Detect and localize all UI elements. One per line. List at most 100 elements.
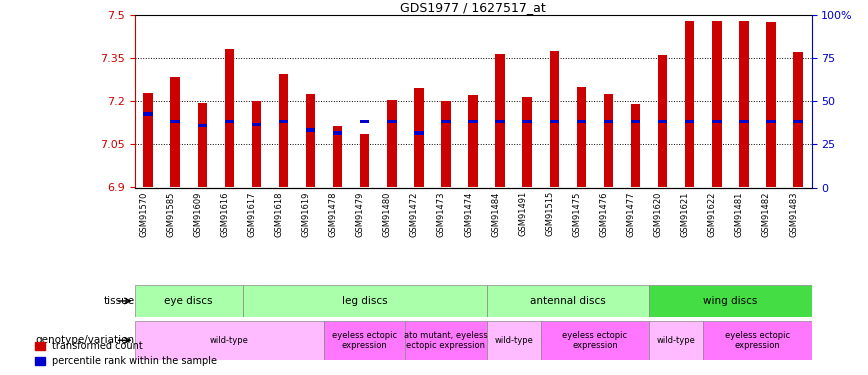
Bar [649, 285, 812, 317]
Bar [658, 120, 667, 123]
Bar [576, 120, 586, 123]
Bar [740, 120, 748, 123]
Text: GSM91622: GSM91622 [707, 191, 717, 237]
Text: tissue: tissue [103, 296, 135, 306]
Bar [333, 126, 342, 188]
Bar [703, 321, 812, 360]
Bar [487, 321, 541, 360]
Bar [360, 134, 370, 188]
Bar [766, 120, 776, 123]
Bar [252, 123, 261, 126]
Bar [712, 21, 721, 188]
Text: GSM91621: GSM91621 [681, 191, 690, 237]
Bar [604, 94, 613, 188]
Bar [658, 55, 667, 188]
Bar [496, 120, 505, 123]
Bar [333, 131, 342, 135]
Bar [306, 94, 315, 188]
Bar [631, 104, 641, 188]
Bar [387, 100, 397, 188]
Text: leg discs: leg discs [342, 296, 387, 306]
Bar [135, 321, 324, 360]
Bar [414, 131, 424, 135]
Bar [279, 74, 288, 188]
Bar [793, 53, 803, 188]
Text: GSM91476: GSM91476 [600, 191, 608, 237]
Bar [198, 124, 207, 128]
Text: GSM91609: GSM91609 [194, 191, 202, 237]
Bar [576, 87, 586, 188]
Text: GSM91619: GSM91619 [301, 191, 311, 237]
Text: GSM91477: GSM91477 [627, 191, 635, 237]
Title: GDS1977 / 1627517_at: GDS1977 / 1627517_at [400, 1, 546, 14]
Text: antennal discs: antennal discs [530, 296, 606, 306]
Bar [198, 103, 207, 188]
Text: GSM91475: GSM91475 [572, 191, 582, 237]
Text: GSM91620: GSM91620 [654, 191, 662, 237]
Bar [441, 120, 450, 123]
Bar [414, 88, 424, 188]
Text: GSM91491: GSM91491 [518, 191, 527, 237]
Bar [766, 22, 776, 188]
Bar [685, 120, 694, 123]
Bar [170, 77, 180, 188]
Bar [225, 120, 234, 123]
Text: GSM91570: GSM91570 [139, 191, 148, 237]
Bar [523, 120, 532, 123]
Text: GSM91484: GSM91484 [491, 191, 500, 237]
Text: wild-type: wild-type [210, 336, 249, 345]
Text: GSM91480: GSM91480 [383, 191, 391, 237]
Text: GSM91478: GSM91478 [329, 191, 338, 237]
Text: GSM91618: GSM91618 [274, 191, 284, 237]
Text: genotype/variation: genotype/variation [36, 335, 135, 345]
Bar [523, 97, 532, 188]
Bar [135, 285, 243, 317]
Bar [306, 128, 315, 132]
Bar [549, 120, 559, 123]
Text: wild-type: wild-type [657, 336, 695, 345]
Bar [487, 285, 649, 317]
Bar [712, 120, 721, 123]
Text: GSM91482: GSM91482 [762, 191, 771, 237]
Text: GSM91473: GSM91473 [437, 191, 446, 237]
Bar [604, 120, 613, 123]
Bar [387, 120, 397, 123]
Text: ato mutant, eyeless
ectopic expression: ato mutant, eyeless ectopic expression [404, 331, 488, 350]
Bar [740, 21, 748, 188]
Bar [793, 120, 803, 123]
Text: eyeless ectopic
expression: eyeless ectopic expression [725, 331, 790, 350]
Bar [143, 112, 153, 116]
Text: eye discs: eye discs [164, 296, 213, 306]
Text: GSM91483: GSM91483 [789, 191, 798, 237]
Text: GSM91616: GSM91616 [220, 191, 229, 237]
Text: eyeless ectopic
expression: eyeless ectopic expression [562, 331, 628, 350]
Bar [441, 101, 450, 188]
Bar [225, 50, 234, 188]
Bar [360, 120, 370, 123]
Text: GSM91515: GSM91515 [545, 191, 555, 237]
Text: wild-type: wild-type [494, 336, 533, 345]
Text: GSM91585: GSM91585 [166, 191, 175, 237]
Bar [279, 120, 288, 123]
Bar [549, 51, 559, 188]
Bar [405, 321, 487, 360]
Bar [143, 93, 153, 188]
Bar [469, 96, 477, 188]
Text: wing discs: wing discs [703, 296, 758, 306]
Bar [496, 54, 505, 188]
Bar [170, 120, 180, 123]
Bar [685, 21, 694, 188]
Text: GSM91481: GSM91481 [735, 191, 744, 237]
Bar [243, 285, 487, 317]
Bar [649, 321, 703, 360]
Bar [324, 321, 405, 360]
Text: GSM91472: GSM91472 [410, 191, 419, 237]
Bar [469, 120, 477, 123]
Bar [541, 321, 649, 360]
Text: eyeless ectopic
expression: eyeless ectopic expression [332, 331, 398, 350]
Text: GSM91474: GSM91474 [464, 191, 473, 237]
Bar [252, 101, 261, 188]
Text: GSM91617: GSM91617 [247, 191, 256, 237]
Legend: transformed count, percentile rank within the sample: transformed count, percentile rank withi… [31, 338, 221, 370]
Text: GSM91479: GSM91479 [356, 191, 365, 237]
